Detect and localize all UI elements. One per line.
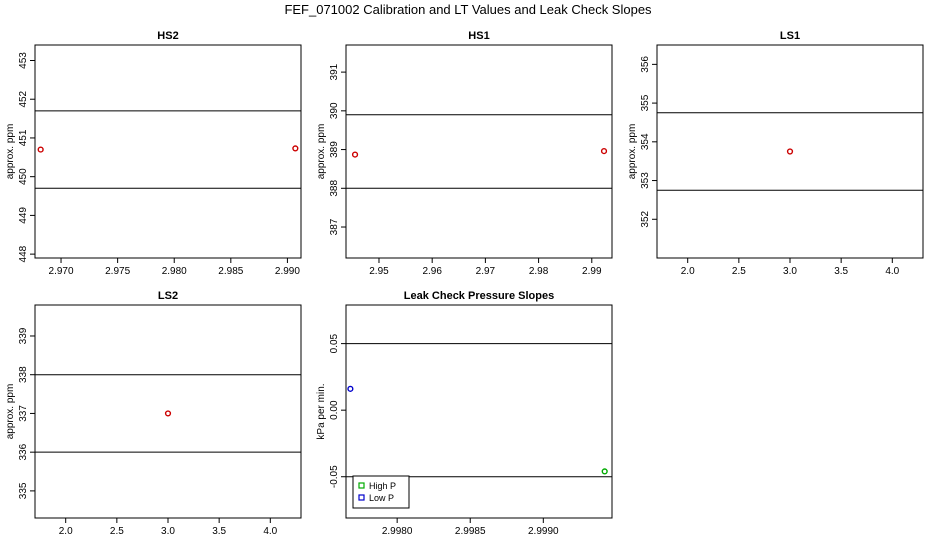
x-tick-label: 2.96 [422, 266, 442, 277]
x-tick-label: 3.5 [834, 266, 848, 277]
chart-panel-2: HS1 2.95 2.96 2.97 2.98 2.99 387 388 389 390 391 ap… [316, 30, 613, 277]
y-tick-label: 0.05 [329, 333, 340, 353]
panel-title: LS1 [780, 30, 800, 42]
x-tick-label: 2.5 [110, 526, 124, 537]
y-tick-label: 448 [18, 245, 29, 262]
data-point [351, 151, 359, 158]
figure-title: FEF_071002 Calibration and LT Values and… [284, 2, 652, 17]
x-tick-label: 3.5 [212, 526, 226, 537]
y-tick-label: 450 [18, 168, 29, 185]
y-axis-label: approx. ppm [5, 384, 16, 440]
x-tick-label: 2.985 [218, 266, 243, 277]
x-tick-label: 2.9985 [455, 526, 486, 537]
plot-frame [345, 304, 613, 519]
y-tick-label: 336 [18, 443, 29, 460]
plot-frame [345, 44, 613, 259]
panel-title: HS2 [157, 30, 178, 42]
x-tick-label: 4.0 [263, 526, 277, 537]
x-tick-label: 2.98 [529, 266, 549, 277]
x-tick-label: 2.980 [162, 266, 187, 277]
chart-panel-4: LS2 2.0 2.5 3.0 3.5 4.0 335 336 337 338 339 approx.… [5, 290, 302, 537]
data-point [601, 468, 608, 475]
y-tick-label: 338 [18, 366, 29, 383]
y-tick-label: 389 [329, 141, 340, 158]
y-tick-label: 354 [640, 133, 651, 150]
x-tick-label: 2.5 [732, 266, 746, 277]
y-tick-label: 388 [329, 180, 340, 197]
x-tick-label: 4.0 [885, 266, 899, 277]
plot-frame [656, 44, 924, 259]
legend-box [352, 475, 410, 509]
y-tick-label: 0.00 [329, 400, 340, 420]
x-tick-label: 3.0 [783, 266, 797, 277]
y-tick-label: 451 [18, 129, 29, 146]
y-tick-label: 390 [329, 102, 340, 119]
panel-title: Leak Check Pressure Slopes [404, 290, 554, 302]
y-tick-label: 353 [640, 172, 651, 189]
y-axis-label: approx. ppm [627, 124, 638, 180]
x-tick-label: 2.0 [681, 266, 695, 277]
data-point [786, 148, 794, 155]
panel-title: HS1 [468, 30, 489, 42]
y-tick-label: 391 [329, 63, 340, 80]
x-tick-label: 2.0 [59, 526, 73, 537]
x-tick-label: 2.9980 [382, 526, 413, 537]
legend-label: Low P [369, 493, 394, 503]
x-tick-label: 2.97 [476, 266, 496, 277]
plot-frame [34, 44, 302, 259]
y-tick-label: -0.05 [329, 465, 340, 488]
data-point [600, 148, 608, 155]
y-axis-label: approx. ppm [316, 124, 327, 180]
panel-title: LS2 [158, 290, 178, 302]
y-tick-label: 337 [18, 405, 29, 422]
y-tick-label: 387 [329, 218, 340, 235]
data-point [164, 410, 172, 417]
legend-marker [358, 482, 365, 489]
y-tick-label: 352 [640, 210, 651, 227]
y-axis-label: approx. ppm [5, 124, 16, 180]
y-tick-label: 449 [18, 207, 29, 224]
x-tick-label: 2.990 [275, 266, 300, 277]
x-tick-label: 2.975 [105, 266, 130, 277]
legend-label: High P [369, 481, 396, 491]
chart-panel-3: LS1 2.0 2.5 3.0 3.5 4.0 352 353 354 355 356 approx.… [627, 30, 924, 277]
x-tick-label: 2.970 [49, 266, 74, 277]
y-tick-label: 339 [18, 327, 29, 344]
x-tick-label: 2.99 [582, 266, 602, 277]
x-tick-label: 3.0 [161, 526, 175, 537]
chart-panel-1: HS2 2.970 2.975 2.980 2.985 2.990 448 449 450 451… [5, 30, 302, 277]
y-tick-label: 452 [18, 90, 29, 107]
y-tick-label: 355 [640, 94, 651, 111]
data-point [37, 146, 44, 153]
y-tick-label: 356 [640, 56, 651, 73]
chart-panel-5: Leak Check Pressure Slopes 2.9980 2.9985 2.… [316, 290, 613, 537]
data-point [347, 385, 354, 392]
y-tick-label: 453 [18, 52, 29, 69]
x-tick-label: 2.9990 [528, 526, 559, 537]
y-axis-label: kPa per min. [316, 383, 327, 439]
x-tick-label: 2.95 [369, 266, 389, 277]
data-point [292, 145, 299, 152]
legend-marker [358, 494, 365, 501]
y-tick-label: 335 [18, 482, 29, 499]
